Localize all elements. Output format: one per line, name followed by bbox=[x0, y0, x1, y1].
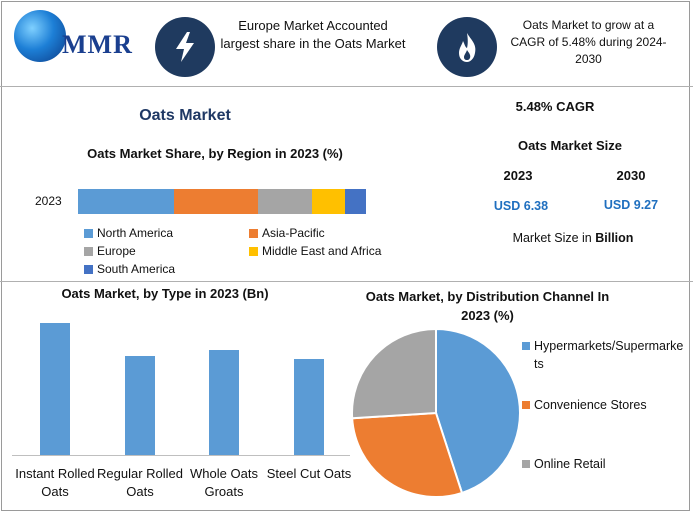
legend-label: North America bbox=[97, 226, 174, 240]
region-legend-item-south-america: South America bbox=[84, 262, 175, 276]
legend-swatch bbox=[522, 401, 530, 409]
type-bar-instant-rolled-oats bbox=[40, 323, 70, 455]
legend-swatch bbox=[84, 246, 93, 256]
fact-cagr-growth: Oats Market to grow at a CAGR of 5.48% d… bbox=[510, 18, 667, 66]
type-bar-whole-oats-groats bbox=[209, 349, 239, 455]
legend-label: Asia-Pacific bbox=[262, 226, 325, 240]
legend-label: Europe bbox=[97, 244, 136, 258]
pie-slice-convenience-stores bbox=[351, 411, 464, 498]
legend-swatch bbox=[249, 246, 258, 256]
legend-label: Online Retail bbox=[534, 457, 606, 471]
lightning-icon bbox=[155, 17, 215, 77]
brand-logo-text: MMR bbox=[62, 30, 133, 59]
market-size-note-unit: Billion bbox=[595, 231, 634, 245]
channel-pie-chart bbox=[351, 327, 521, 498]
region-legend-item-europe: Europe bbox=[84, 244, 136, 258]
region-stacked-bar bbox=[78, 189, 378, 214]
legend-label: South America bbox=[97, 262, 176, 276]
market-size-note: Market Size in Billion bbox=[478, 231, 668, 245]
legend-label: Convenience Stores bbox=[534, 398, 647, 412]
market-size-note-prefix: Market Size in bbox=[512, 231, 596, 245]
type-chart-title: Oats Market, by Type in 2023 (Bn) bbox=[61, 286, 269, 301]
region-legend-item-middle-east-and-africa: Middle East and Africa bbox=[249, 244, 381, 258]
middle-divider bbox=[0, 281, 693, 282]
region-legend-item-asia-pacific: Asia-Pacific bbox=[249, 226, 325, 240]
market-size-title: Oats Market Size bbox=[517, 138, 623, 153]
legend-label: Hypermarkets/Supermarkets bbox=[534, 339, 684, 371]
region-bar-segment-north-america bbox=[78, 189, 174, 214]
legend-swatch bbox=[84, 264, 93, 274]
region-bar-segment-south-america bbox=[345, 189, 366, 214]
channel-legend-item-hypermarkets-supermarkets: Hypermarkets/Supermarkets bbox=[522, 337, 684, 373]
cagr-label: 5.48% CAGR bbox=[515, 99, 595, 114]
region-legend-item-north-america: North America bbox=[84, 226, 173, 240]
channel-chart-title: Oats Market, by Distribution Channel In … bbox=[365, 289, 610, 323]
market-size-year-2023: 2023 bbox=[503, 168, 533, 183]
region-chart-title: Oats Market Share, by Region in 2023 (%) bbox=[87, 146, 343, 161]
legend-label: Middle East and Africa bbox=[262, 244, 382, 258]
page-title: Oats Market bbox=[139, 107, 231, 124]
market-size-year-2030: 2030 bbox=[616, 168, 646, 183]
type-bar-regular-rolled-oats bbox=[125, 356, 155, 455]
type-tick-label-whole-oats-groats: Whole Oats Groats bbox=[190, 466, 258, 499]
flame-icon bbox=[437, 17, 497, 77]
market-size-value-2030: USD 9.27 bbox=[603, 198, 659, 212]
type-bar-steel-cut-oats bbox=[294, 359, 324, 455]
type-tick-label-instant-rolled-oats: Instant Rolled Oats bbox=[15, 466, 95, 499]
channel-legend-item-online-retail: Online Retail bbox=[522, 455, 684, 473]
pie-slice-hypermarkets-supermarkets bbox=[435, 327, 521, 495]
type-tick-label-regular-rolled-oats: Regular Rolled Oats bbox=[97, 466, 183, 499]
legend-swatch bbox=[522, 460, 530, 468]
region-bar-segment-middle-east-and-africa bbox=[312, 189, 345, 214]
header-divider bbox=[0, 86, 693, 87]
type-chart-axis bbox=[12, 455, 350, 456]
legend-swatch bbox=[522, 342, 530, 350]
fact-europe-share: Europe Market Accounted largest share in… bbox=[220, 18, 406, 51]
channel-legend-item-convenience-stores: Convenience Stores bbox=[522, 396, 684, 414]
region-bar-segment-europe bbox=[258, 189, 312, 214]
globe-logo-icon bbox=[14, 10, 66, 62]
region-bar-segment-asia-pacific bbox=[174, 189, 258, 214]
legend-swatch bbox=[249, 228, 258, 238]
legend-swatch bbox=[84, 228, 93, 238]
region-chart-category-label: 2023 bbox=[35, 194, 62, 208]
pie-slice-online-retail bbox=[351, 327, 437, 420]
market-size-value-2023: USD 6.38 bbox=[493, 199, 549, 213]
type-tick-label-steel-cut-oats: Steel Cut Oats bbox=[266, 466, 352, 481]
